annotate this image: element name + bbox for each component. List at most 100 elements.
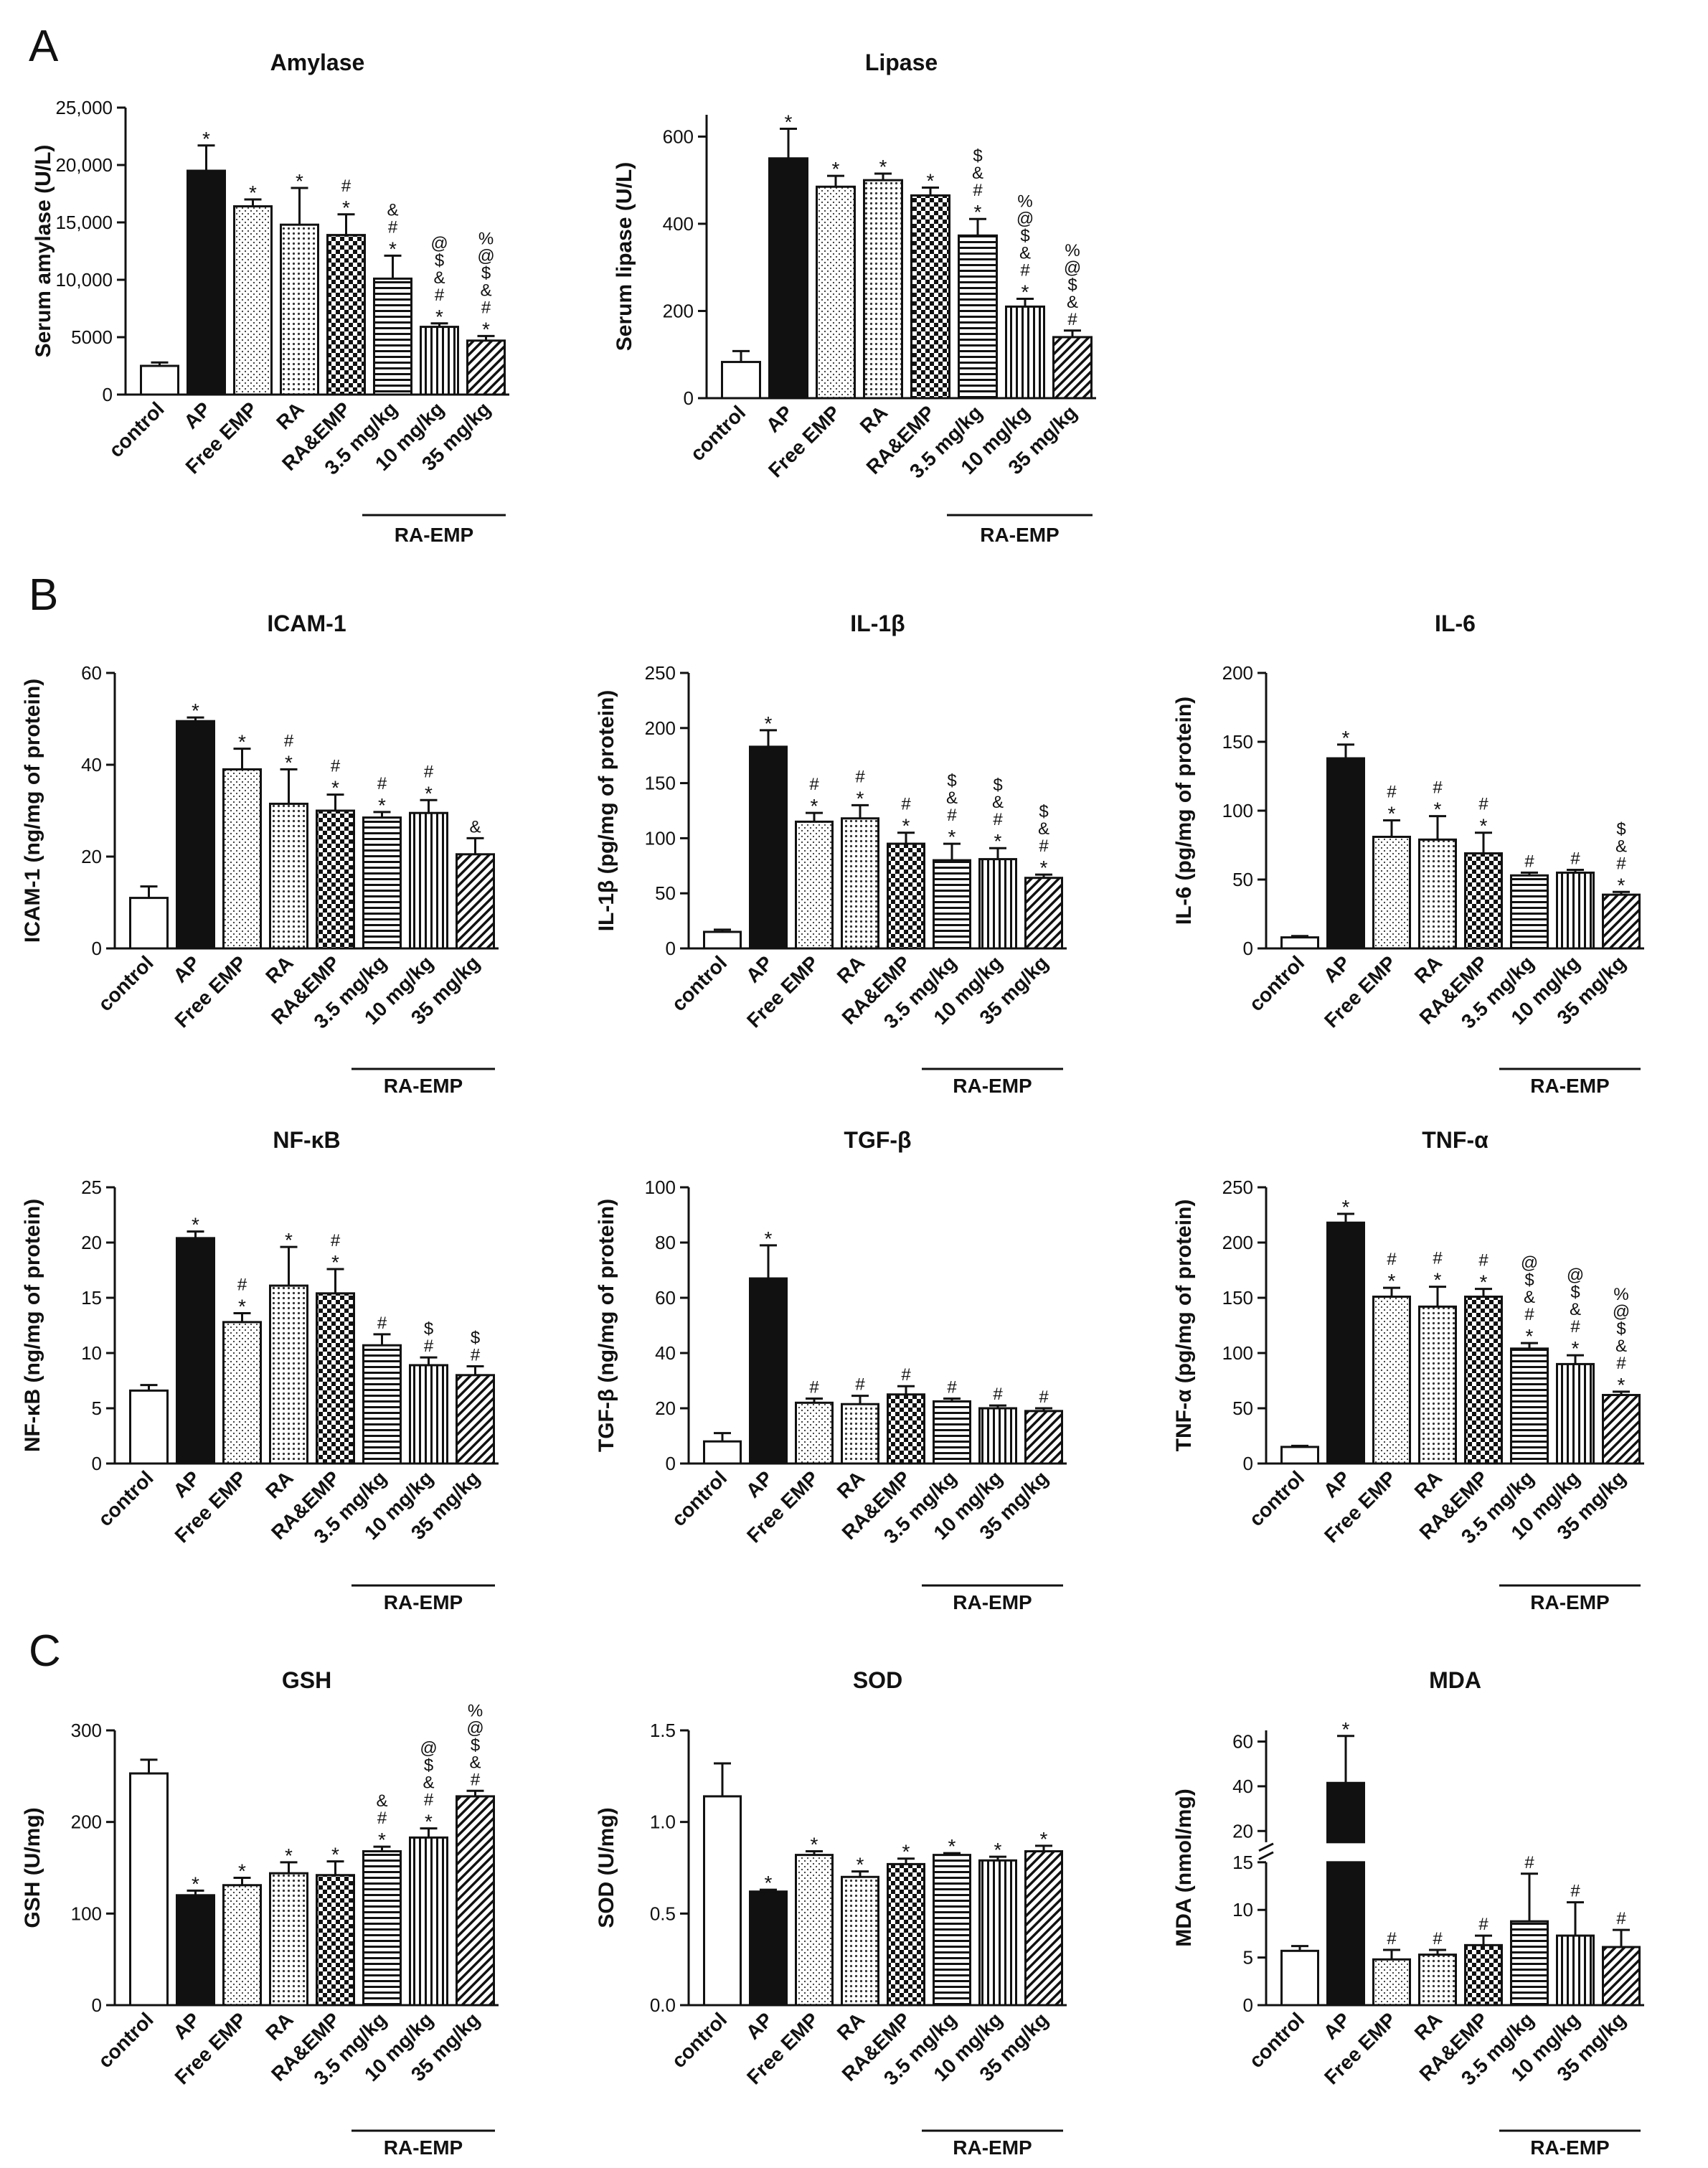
significance-mark: @ xyxy=(1567,1266,1584,1285)
significance-mark: # xyxy=(901,795,911,814)
bar xyxy=(978,1407,1017,1465)
bar xyxy=(409,1364,448,1465)
significance-mark: # xyxy=(1524,1305,1534,1324)
bar xyxy=(1372,1958,1411,2007)
y-axis-label: IL-6 (pg/mg of protein) xyxy=(1172,697,1196,925)
y-tick-label: 60 xyxy=(655,1287,676,1309)
y-tick-label: 0 xyxy=(666,1453,676,1474)
bar xyxy=(1602,893,1641,950)
significance-mark: % xyxy=(1017,192,1032,211)
y-axis-label: MDA (nmol/mg) xyxy=(1172,1788,1196,1947)
significance-mark: * xyxy=(378,794,386,816)
significance-mark: & xyxy=(992,793,1004,812)
y-tick-label: 10,000 xyxy=(55,269,113,291)
significance-mark: * xyxy=(1342,1196,1350,1218)
significance-mark: * xyxy=(192,1214,199,1236)
significance-mark: & xyxy=(1067,293,1078,312)
chart-0: Amylase Serum amylase (U/L) 0 5000 10,000 15,… xyxy=(32,50,509,546)
chart-7: TNF-α TNF-α (pg/mg of protein) 0 50 100 150 20… xyxy=(1172,1127,1644,1613)
significance-mark: & xyxy=(1615,836,1627,856)
bar xyxy=(1326,757,1365,950)
significance-mark: # xyxy=(1433,778,1443,798)
x-tick-label: RA xyxy=(856,401,892,438)
bar xyxy=(1280,936,1319,950)
significance-mark: @ xyxy=(1016,209,1034,228)
chart-6: TGF-β TGF-β (ng/mg of protein) 0 20 40 60 80 10… xyxy=(595,1127,1067,1613)
significance-mark: # xyxy=(284,731,294,750)
group-label: RA-EMP xyxy=(1530,1591,1609,1613)
chart-title: NF-κB xyxy=(273,1127,340,1153)
bar xyxy=(1464,1295,1503,1465)
significance-mark: * xyxy=(902,1841,910,1863)
group-label: RA-EMP xyxy=(384,1075,463,1097)
y-tick-label: 200 xyxy=(1222,1232,1253,1253)
y-tick-label: 1.5 xyxy=(650,1720,676,1741)
bar xyxy=(129,1772,169,2007)
axis-break-mark xyxy=(1258,1851,1274,1861)
y-axis-label: TNF-α (pg/mg of protein) xyxy=(1172,1200,1196,1452)
y-axis-label: GSH (U/mg) xyxy=(21,1807,44,1928)
significance-mark: & xyxy=(1615,1337,1627,1356)
bar xyxy=(703,1795,742,2007)
y-tick-label: 150 xyxy=(1222,1287,1253,1309)
group-label: RA-EMP xyxy=(1530,1075,1609,1097)
y-tick-label: 25,000 xyxy=(55,97,113,118)
significance-mark: & xyxy=(387,200,398,220)
significance-mark: $ xyxy=(1616,819,1626,839)
y-tick-label: 250 xyxy=(1222,1177,1253,1198)
bar xyxy=(222,768,262,950)
significance-mark: * xyxy=(1618,1374,1626,1396)
significance-mark: & xyxy=(433,268,445,288)
y-tick-label: 20,000 xyxy=(55,154,113,176)
group-label: RA-EMP xyxy=(1530,2136,1609,2159)
y-tick-label: 1.0 xyxy=(650,1811,676,1833)
y-axis-label: SOD (U/mg) xyxy=(595,1807,618,1928)
significance-mark: @ xyxy=(1521,1253,1538,1273)
significance-mark: * xyxy=(1342,727,1350,749)
significance-mark: # xyxy=(1524,852,1534,871)
bar xyxy=(456,1795,495,2007)
significance-mark: $ xyxy=(1067,275,1077,295)
significance-mark: % xyxy=(1065,241,1080,260)
chart-2: ICAM-1 ICAM-1 (ng/mg of protein) 0 20 40 60 co… xyxy=(21,611,499,1097)
bar xyxy=(1418,1953,1457,2007)
x-tick-label: control xyxy=(105,397,169,461)
significance-mark: & xyxy=(1019,243,1031,263)
significance-mark: $ xyxy=(435,251,444,270)
significance-mark: # xyxy=(1616,854,1626,873)
significance-mark: # xyxy=(947,806,957,825)
x-tick-label: AP xyxy=(742,951,777,986)
bar xyxy=(703,930,742,950)
significance-mark: * xyxy=(285,751,293,773)
significance-mark: # xyxy=(435,286,445,305)
significance-mark: $ xyxy=(1616,1319,1626,1339)
significance-mark: # xyxy=(1067,310,1077,329)
chart-4: IL-6 IL-6 (pg/mg of protein) 0 50 100 150 200 c… xyxy=(1172,611,1644,1097)
y-tick-label: 100 xyxy=(645,1177,676,1198)
significance-mark: & xyxy=(469,1753,481,1772)
significance-mark: # xyxy=(1478,1251,1488,1271)
y-tick-label: 15,000 xyxy=(55,212,113,233)
bar xyxy=(816,185,856,400)
significance-mark: % xyxy=(468,1701,483,1720)
significance-mark: * xyxy=(927,169,935,192)
significance-mark: * xyxy=(948,826,956,848)
significance-mark: # xyxy=(993,810,1003,829)
bar xyxy=(1326,1861,1365,2007)
y-tick-label: 0 xyxy=(92,938,102,959)
significance-mark: & xyxy=(1524,1288,1535,1307)
y-tick-label: 0 xyxy=(1243,1994,1253,2016)
y-tick-label: 5 xyxy=(1243,1947,1253,1969)
y-tick-label: 100 xyxy=(1222,800,1253,821)
y-axis-label: TGF-β (ng/mg of protein) xyxy=(595,1199,618,1452)
bar xyxy=(978,1859,1017,2007)
significance-mark: * xyxy=(902,815,910,837)
y-tick-label: 80 xyxy=(655,1232,676,1253)
significance-mark: # xyxy=(1570,1317,1580,1337)
significance-mark: $ xyxy=(947,771,956,791)
significance-mark: # xyxy=(1020,260,1030,280)
chart-title: Lipase xyxy=(865,50,938,75)
bar xyxy=(1418,838,1457,950)
